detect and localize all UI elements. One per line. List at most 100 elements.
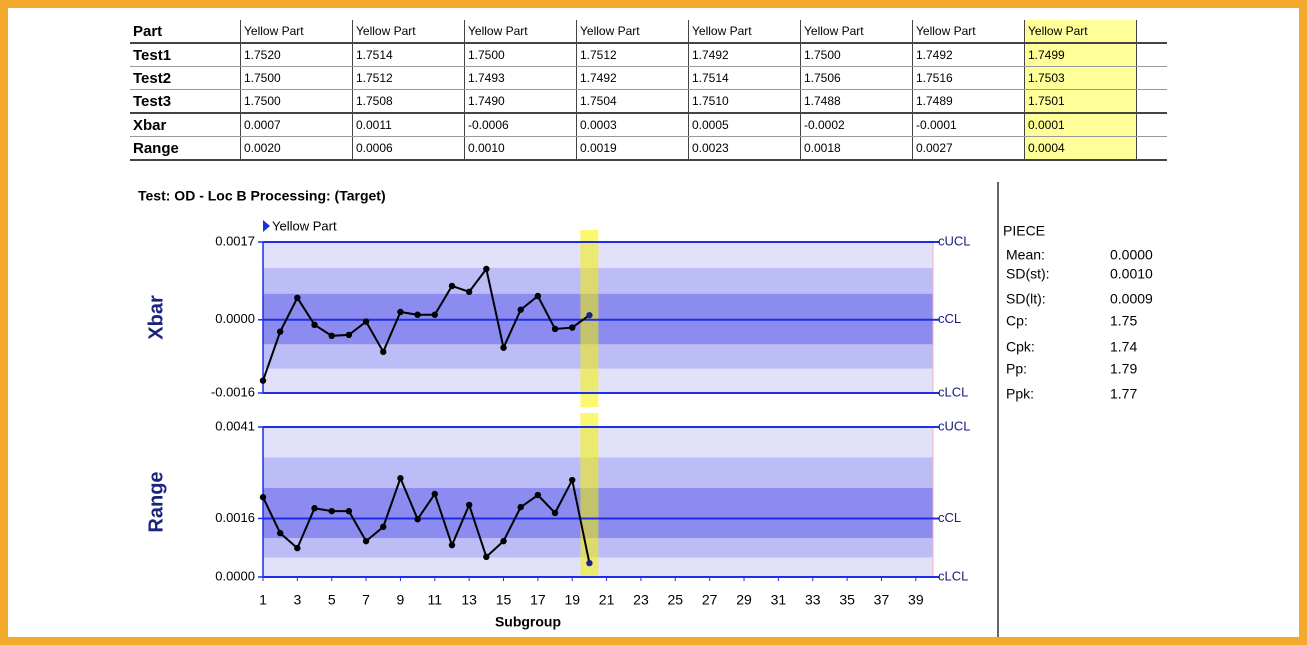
x-tick-label: 15 <box>496 592 512 608</box>
x-tick-label: 7 <box>362 592 370 608</box>
limit-label: cCL <box>938 311 961 326</box>
row-label: Test1 <box>130 43 241 67</box>
table-cell: 1.7520 <box>240 43 353 67</box>
data-point <box>414 515 421 523</box>
limit-label: cUCL <box>938 418 971 433</box>
x-tick-label: 37 <box>874 592 890 608</box>
table-cell: 1.7493 <box>464 66 577 90</box>
row-label: Xbar <box>130 113 241 137</box>
header-row: Part Yellow Part Yellow Part Yellow Part Yel… <box>130 20 1167 44</box>
x-tick-label: 11 <box>428 592 443 608</box>
x-tick-label: 17 <box>530 592 546 608</box>
table-cell: 1.7490 <box>464 89 577 114</box>
x-tick-label: 1 <box>259 592 267 608</box>
table-cell: 1.7489 <box>912 89 1025 114</box>
data-point <box>397 475 404 482</box>
x-tick-label: 39 <box>908 592 924 608</box>
x-tick-label: 21 <box>599 592 615 608</box>
row-label: Test3 <box>130 89 241 114</box>
y-tick-label: 0.0000 <box>215 311 255 326</box>
data-point <box>483 553 490 561</box>
pad-cell <box>1136 20 1167 44</box>
data-point <box>551 509 559 517</box>
table-cell: 1.7510 <box>688 89 801 114</box>
stat-label: Cpk: <box>1006 339 1035 355</box>
y-axis-title: Xbar <box>145 295 167 340</box>
data-point <box>431 311 438 318</box>
table-cell: 0.0001 <box>1024 113 1137 137</box>
x-axis-label: Subgroup <box>495 614 561 630</box>
table-cell: 0.0005 <box>688 113 801 137</box>
stat-value: 0.0009 <box>1110 291 1153 307</box>
data-point <box>517 503 524 511</box>
series-line <box>262 266 590 381</box>
data-point <box>294 544 301 552</box>
y-tick-label: -0.0016 <box>211 384 255 399</box>
x-tick-label: 13 <box>461 592 477 608</box>
table-row: Range 0.0020 0.0006 0.0010 0.0019 0.0023 0.001… <box>130 136 1167 161</box>
table-cell: 0.0007 <box>240 113 353 137</box>
table-cell: 1.7500 <box>800 43 913 67</box>
x-tick-label: 25 <box>668 592 684 608</box>
y-tick-label: 0.0000 <box>215 568 255 583</box>
x-tick-label: 33 <box>805 592 821 608</box>
x-tick-label: 9 <box>397 592 405 608</box>
table-cell: 1.7514 <box>688 66 801 90</box>
data-point <box>448 282 456 290</box>
header-cell: Yellow Part <box>464 20 577 44</box>
table-cell: 0.0027 <box>912 136 1025 161</box>
row-label: Test2 <box>130 66 241 90</box>
data-point <box>569 324 576 331</box>
table-cell: 1.7504 <box>576 89 689 114</box>
stat-value: 1.75 <box>1110 313 1137 329</box>
table-cell: 1.7500 <box>464 43 577 67</box>
table-cell: 0.0006 <box>352 136 465 161</box>
limit-label: cLCL <box>938 568 968 583</box>
legend-label: Yellow Part <box>272 218 337 233</box>
y-axis-title: Range <box>145 471 167 532</box>
header-label: Part <box>130 20 241 44</box>
table-cell: 0.0003 <box>576 113 689 137</box>
stat-value: 1.77 <box>1110 386 1137 402</box>
data-point <box>345 331 353 339</box>
pad-cell <box>1136 66 1167 90</box>
pad-cell <box>1136 89 1167 114</box>
stat-label: Ppk: <box>1006 386 1034 402</box>
data-point <box>362 318 370 325</box>
data-point <box>517 306 524 313</box>
data-point <box>345 507 353 515</box>
table-row: Test3 1.7500 1.7508 1.7490 1.7504 1.7510 1.748… <box>130 89 1167 114</box>
legend-marker <box>263 220 270 232</box>
x-tick-label: 23 <box>633 592 649 608</box>
data-point <box>431 490 438 498</box>
x-tick-label: 19 <box>564 592 580 608</box>
data-point <box>276 529 284 537</box>
highlight-band <box>580 230 599 407</box>
data-point <box>276 328 284 335</box>
pad-cell <box>1136 43 1167 67</box>
highlight-band <box>580 413 599 577</box>
stat-label: SD(st): <box>1006 266 1050 282</box>
table-cell: 1.7500 <box>240 89 353 114</box>
x-tick-label: 3 <box>293 592 301 608</box>
header-cell: Yellow Part <box>240 20 353 44</box>
row-label: Range <box>130 136 241 161</box>
table-cell: 1.7512 <box>576 43 689 67</box>
data-point <box>586 312 593 319</box>
header-cell: Yellow Part <box>688 20 801 44</box>
data-point <box>362 537 370 545</box>
table-cell: 0.0011 <box>352 113 465 137</box>
stat-value: 1.74 <box>1110 339 1137 355</box>
stat-value: 1.79 <box>1110 361 1137 377</box>
x-tick-label: 5 <box>328 592 336 608</box>
x-tick-label: 31 <box>771 592 787 608</box>
data-point <box>380 348 387 356</box>
data-point <box>465 288 473 296</box>
y-tick-label: 0.0017 <box>215 233 255 248</box>
header-cell: Yellow Part <box>800 20 913 44</box>
data-point <box>534 292 542 300</box>
data-point <box>483 265 490 273</box>
table-cell: 0.0010 <box>464 136 577 161</box>
